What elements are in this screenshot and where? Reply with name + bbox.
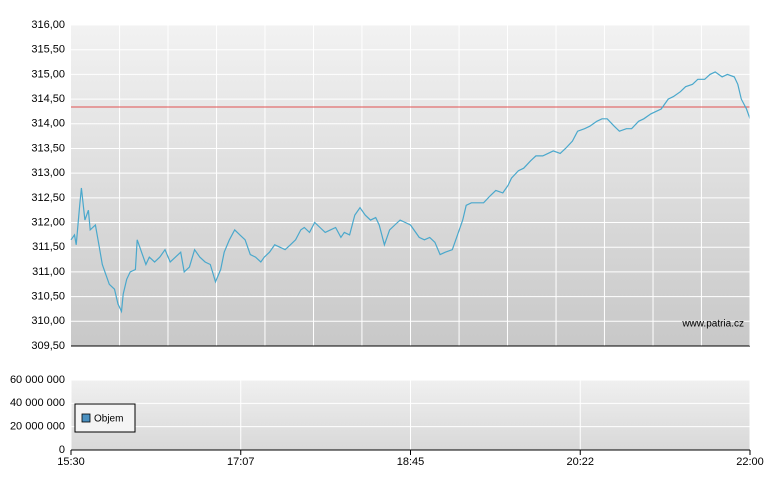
y-tick-label: 40 000 000: [10, 397, 65, 409]
y-tick-label: 315,00: [31, 68, 65, 80]
y-tick-label: 0: [59, 444, 65, 456]
y-tick-label: 315,50: [31, 44, 65, 56]
y-tick-label: 311,00: [32, 266, 65, 278]
x-tick-label: 22:00: [736, 456, 764, 468]
y-tick-label: 60 000 000: [10, 374, 65, 386]
x-tick-label: 20:22: [566, 456, 594, 468]
legend-swatch: [81, 413, 91, 423]
y-tick-label: 316,00: [31, 19, 65, 31]
watermark: www.patria.cz: [681, 319, 744, 330]
x-tick-label: 15:30: [57, 456, 85, 468]
x-tick-label: 17:07: [227, 456, 255, 468]
y-tick-label: 20 000 000: [10, 421, 65, 433]
y-tick-label: 311,50: [32, 241, 65, 253]
y-tick-label: 314,50: [31, 93, 65, 105]
x-tick-label: 18:45: [397, 456, 425, 468]
y-tick-label: 313,00: [31, 167, 65, 179]
price-line: [70, 71, 751, 314]
y-tick-label: 310,50: [31, 291, 65, 303]
y-tick-label: 314,00: [31, 118, 65, 130]
y-tick-label: 310,00: [31, 315, 65, 327]
y-tick-label: 313,50: [31, 142, 65, 154]
y-tick-label: 312,50: [31, 192, 65, 204]
y-tick-label: 309,50: [31, 340, 65, 352]
y-tick-label: 312,00: [31, 216, 65, 228]
legend-label: Objem: [94, 414, 123, 425]
